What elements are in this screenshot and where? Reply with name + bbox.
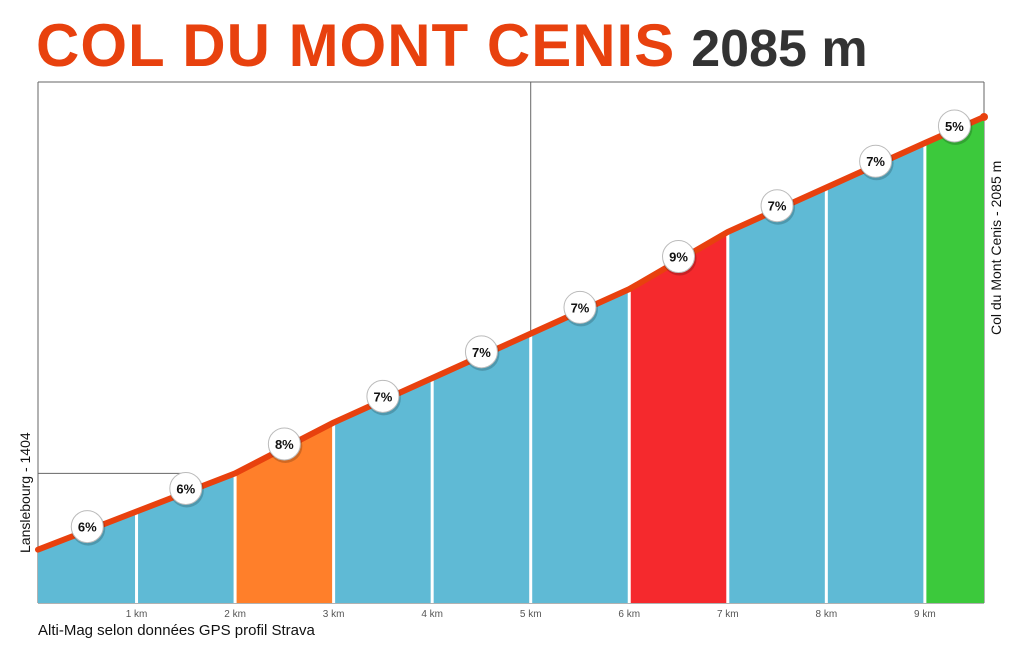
segment-fill-2 [136, 473, 236, 603]
x-axis-ticks: 1 km 2 km 3 km 4 km 5 km 6 km 7 km 8 km 9 km [126, 609, 936, 620]
badge-circle [267, 427, 301, 461]
segment-fill-6 [530, 289, 630, 603]
gradient-label: 9% [669, 250, 688, 265]
segment-fill-8 [727, 187, 827, 603]
summit-label: Col du Mont Cenis - 2085 m [988, 161, 1004, 335]
badge-circle [760, 189, 794, 223]
badge-circle [937, 109, 971, 143]
x-tick-label: 4 km [421, 609, 443, 620]
gradient-label: 7% [768, 199, 787, 214]
gradient-badge-2: 6% [169, 471, 204, 508]
gradient-badge-1: 6% [70, 510, 106, 546]
summit-point [980, 112, 988, 121]
gradient-badge-9: 7% [859, 144, 894, 181]
gradient-label: 7% [866, 154, 885, 169]
x-tick-label: 8 km [815, 609, 837, 620]
gradient-label: 5% [945, 119, 964, 134]
segment-fill-7 [629, 231, 728, 603]
start-label: Lanslebourg - 1404 [17, 432, 33, 553]
badge-circle [662, 240, 696, 274]
gradient-badge-8: 7% [760, 189, 796, 225]
profile-line-group [35, 112, 988, 553]
gradient-badge-10: 5% [937, 109, 973, 145]
gradient-badges: 6% 6% 8% 7% 7% 7% 9% 7% 7% 5% [70, 109, 973, 546]
x-tick-label: 9 km [914, 609, 936, 620]
segment-fill-1 [38, 511, 137, 603]
km-separators [135, 142, 927, 603]
gradient-badge-7: 9% [662, 240, 697, 276]
badge-circle [563, 290, 597, 324]
x-tick-label: 7 km [717, 609, 739, 620]
gradient-label: 7% [373, 389, 392, 404]
x-tick-label: 5 km [520, 609, 542, 620]
gradient-badge-4: 7% [366, 379, 401, 416]
segment-fill-5 [432, 333, 531, 603]
segment-fills [38, 116, 984, 603]
badge-circle [169, 471, 203, 505]
badge-circle [70, 510, 104, 544]
gradient-label: 6% [78, 520, 97, 535]
segment-fill-10 [924, 116, 984, 603]
gradient-badge-5: 7% [464, 335, 500, 371]
segment-fill-3 [235, 422, 334, 603]
segment-fill-4 [333, 378, 433, 603]
chart-title: COL DU MONT CENIS 2085 m [36, 6, 868, 95]
badge-circle [366, 379, 400, 413]
gradient-badge-3: 8% [267, 427, 303, 463]
profile-line [35, 113, 987, 553]
pass-name: COL DU MONT CENIS [36, 12, 676, 79]
segment-fill-9 [826, 142, 925, 603]
gradient-label: 6% [176, 481, 195, 496]
gradient-label: 7% [571, 300, 590, 315]
gradient-label: 8% [275, 437, 294, 452]
x-tick-label: 6 km [618, 609, 640, 620]
badge-circle [859, 144, 893, 178]
x-tick-label: 3 km [323, 609, 345, 620]
gradient-label: 7% [472, 345, 491, 360]
source-credit: Alti-Mag selon données GPS profil Strava [38, 622, 315, 639]
x-tick-label: 2 km [224, 609, 246, 620]
pass-altitude: 2085 m [691, 20, 868, 78]
badge-circle [464, 335, 498, 369]
gradient-badge-6: 7% [563, 290, 598, 327]
x-tick-label: 1 km [126, 609, 148, 620]
